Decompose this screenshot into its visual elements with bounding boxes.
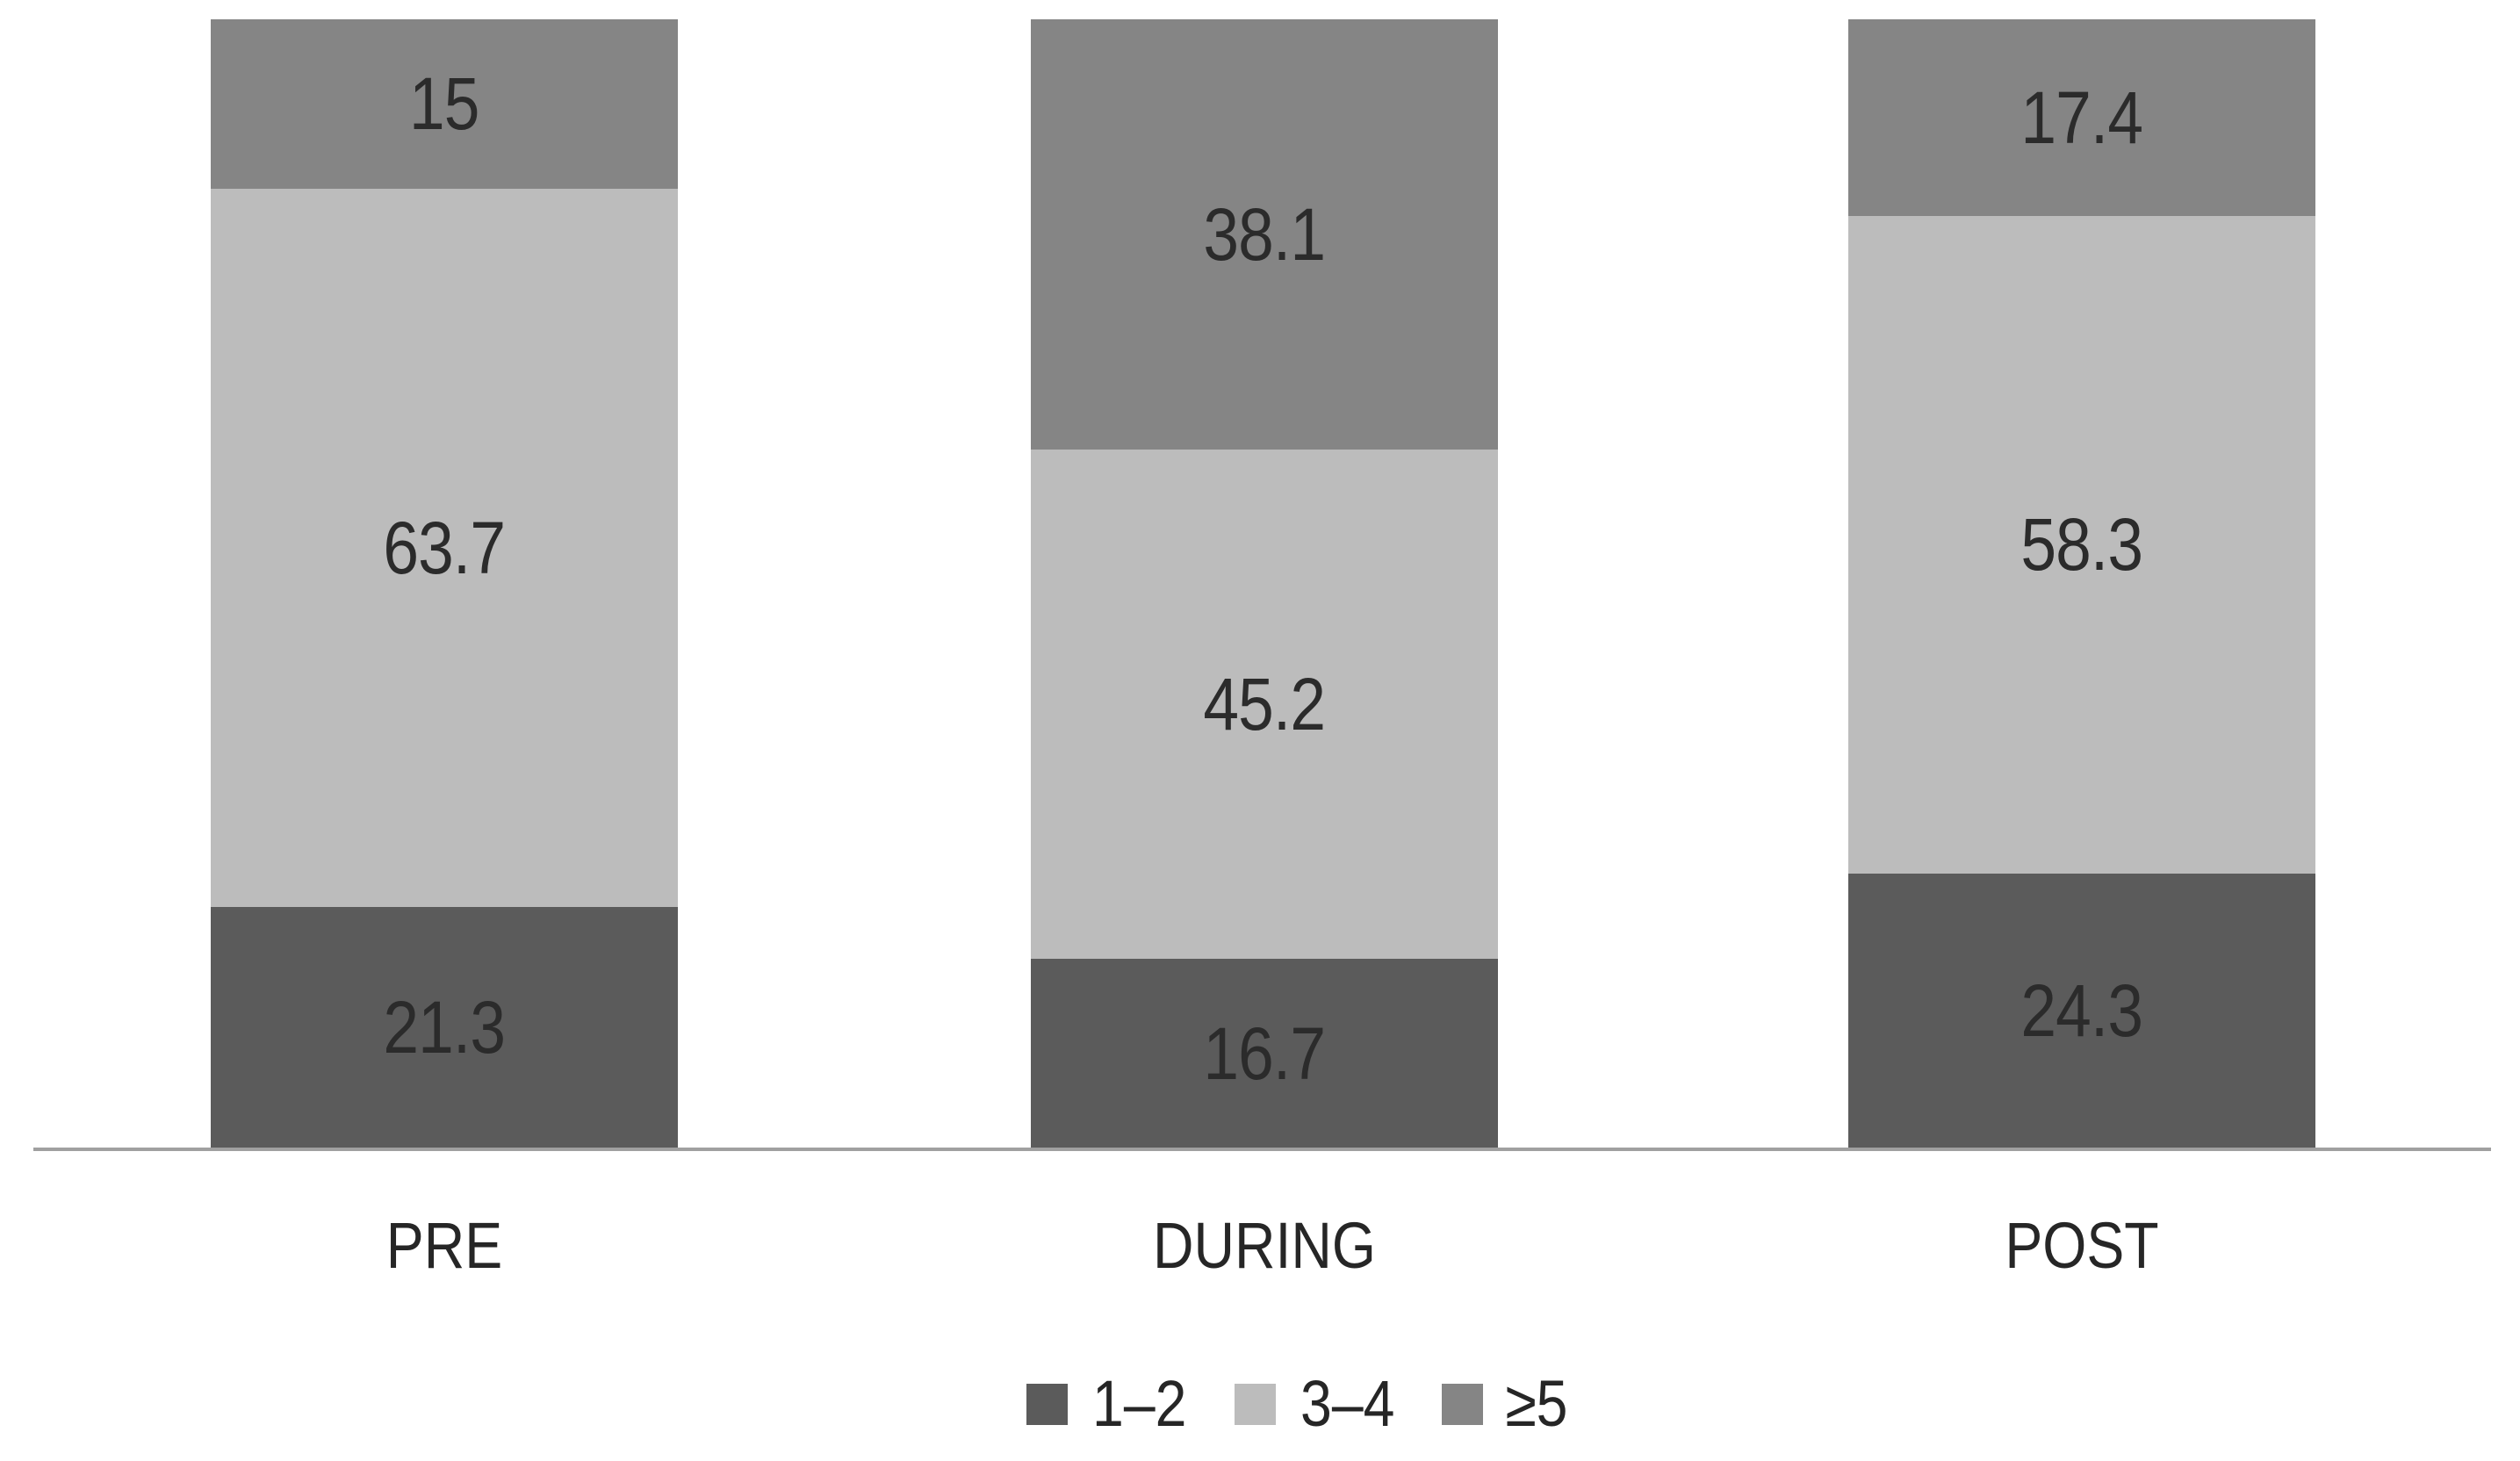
- segment-post-3-4: 58.3: [1848, 215, 2315, 874]
- segment-pre-1-2: 21.3: [211, 907, 678, 1148]
- segment-during-ge5: 38.1: [1031, 19, 1498, 450]
- data-label-post-3-4: 58.3: [2020, 503, 2144, 587]
- bar-post: 17.4 58.3 24.3: [1848, 19, 2315, 1148]
- legend-swatch-1-2: [1026, 1383, 1069, 1425]
- legend-label-1-2: 1–2: [1092, 1367, 1187, 1440]
- x-axis-line: [33, 1148, 2491, 1151]
- data-label-post-1-2: 24.3: [2020, 968, 2144, 1052]
- data-label-during-1-2: 16.7: [1203, 1011, 1327, 1095]
- legend-label-3-4: 3–4: [1300, 1367, 1395, 1440]
- legend: 1–2 3–4 ≥5: [0, 1371, 2520, 1436]
- data-label-during-ge5: 38.1: [1203, 192, 1327, 276]
- segment-post-ge5: 17.4: [1848, 19, 2315, 216]
- legend-swatch-3-4: [1234, 1383, 1276, 1425]
- legend-item-1-2: 1–2: [1026, 1371, 1193, 1436]
- data-label-pre-3-4: 63.7: [383, 507, 507, 590]
- segment-during-3-4: 45.2: [1031, 449, 1498, 960]
- segment-pre-ge5: 15: [211, 19, 678, 189]
- bar-during: 38.1 45.2 16.7: [1031, 19, 1498, 1148]
- segment-post-1-2: 24.3: [1848, 873, 2315, 1148]
- legend-label-ge5: ≥5: [1505, 1367, 1568, 1440]
- legend-item-3-4: 3–4: [1234, 1367, 1401, 1440]
- category-label-pre: PRE: [385, 1209, 503, 1282]
- data-label-pre-ge5: 15: [409, 62, 479, 146]
- data-label-post-ge5: 17.4: [2020, 76, 2144, 159]
- data-label-during-3-4: 45.2: [1203, 662, 1327, 745]
- segment-during-1-2: 16.7: [1031, 959, 1498, 1148]
- category-label-during: DURING: [1153, 1209, 1376, 1282]
- data-label-pre-1-2: 21.3: [383, 986, 507, 1069]
- category-label-post: POST: [2005, 1209, 2159, 1282]
- segment-pre-3-4: 63.7: [211, 188, 678, 908]
- bar-pre: 15 63.7 21.3: [211, 19, 678, 1148]
- legend-item-ge5: ≥5: [1442, 1371, 1573, 1436]
- legend-swatch-ge5: [1442, 1383, 1484, 1425]
